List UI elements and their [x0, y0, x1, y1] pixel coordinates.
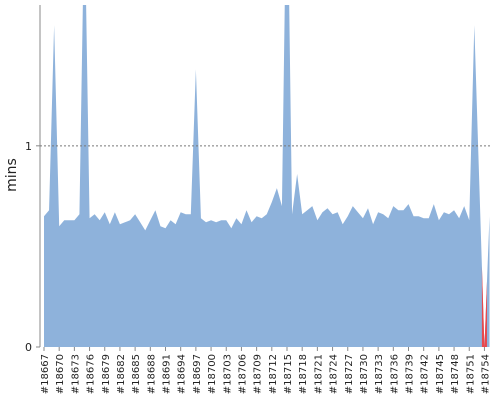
x-tick-label: #18667	[40, 354, 51, 394]
x-tick-label: #18730	[359, 354, 370, 394]
x-tick-label: #18745	[435, 354, 446, 394]
x-tick-label: #18721	[313, 354, 324, 394]
plot-area	[44, 5, 490, 347]
x-tick-label: #18733	[374, 354, 385, 394]
x-tick-label: #18724	[329, 354, 340, 394]
x-tick-label: #18739	[405, 354, 416, 394]
x-tick-label: #18718	[298, 354, 309, 394]
x-tick-label: #18715	[283, 354, 294, 394]
x-tick-label: #18709	[253, 354, 264, 394]
x-tick-label: #18688	[146, 354, 157, 394]
x-tick-label: #18694	[177, 354, 188, 394]
y-tick-label: 1	[25, 140, 32, 153]
x-tick-label: #18751	[465, 354, 476, 394]
x-tick-label: #18712	[268, 354, 279, 394]
y-axis-label: mins	[4, 158, 20, 192]
y-tick-label: 0	[25, 341, 32, 354]
x-tick-label: #18736	[389, 354, 400, 394]
x-tick-label: #18673	[70, 354, 81, 394]
x-tick-label: #18676	[86, 354, 97, 394]
x-tick-label: #18742	[420, 354, 431, 394]
x-tick-label: #18682	[116, 354, 127, 394]
x-tick-label: #18697	[192, 354, 203, 394]
failed-area	[481, 266, 487, 347]
x-tick-label: #18691	[162, 354, 173, 394]
x-tick-label: #18727	[344, 354, 355, 394]
x-tick-label: #18700	[207, 354, 218, 394]
x-tick-label: #18706	[237, 354, 248, 394]
x-tick-label: #18748	[450, 354, 461, 394]
x-tick-label: #18703	[222, 354, 233, 394]
x-tick-label: #18670	[55, 354, 66, 394]
area	[44, 5, 490, 347]
x-tick-label: #18679	[101, 354, 112, 394]
x-tick-label: #18754	[480, 354, 491, 394]
x-tick-label: #18685	[131, 354, 142, 394]
